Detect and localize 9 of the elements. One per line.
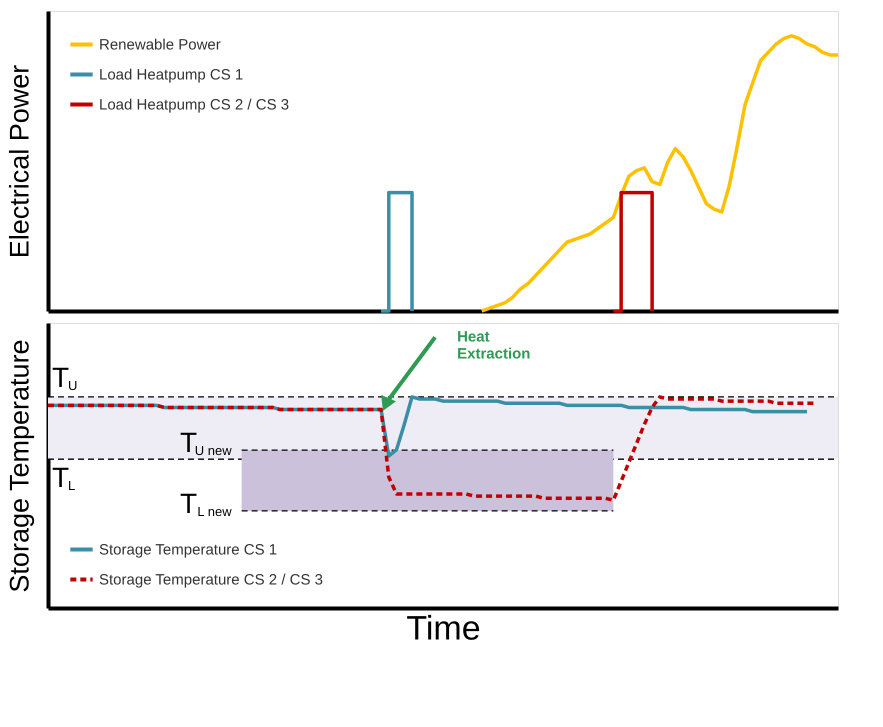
legend-label: Load Heatpump CS 2 / CS 3 xyxy=(99,96,290,114)
y-axis-title: Storage Temperature xyxy=(4,339,34,593)
legend-label: Storage Temperature CS 2 / CS 3 xyxy=(99,572,324,588)
legend-label: Renewable Power xyxy=(99,36,221,54)
y-axis-title: Electrical Power xyxy=(4,64,34,258)
legend-label: Load Heatpump CS 1 xyxy=(99,66,244,84)
x-axis-title: Time xyxy=(406,610,481,648)
text: Heat Extraction xyxy=(457,328,530,362)
legend-label: Storage Temperature CS 1 xyxy=(99,542,278,558)
